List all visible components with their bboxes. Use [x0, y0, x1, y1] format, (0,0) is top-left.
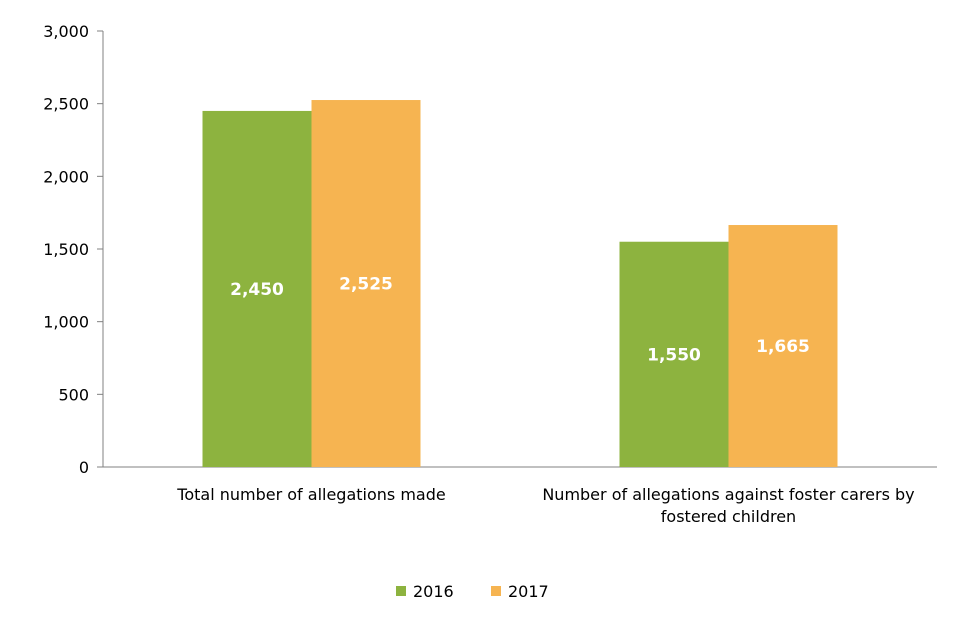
y-tick-label: 1,000: [43, 313, 89, 332]
data-label: 2,525: [339, 275, 393, 295]
y-tick-label: 500: [58, 385, 89, 404]
bar-2017-0: [311, 100, 421, 468]
bar-2016-1: [619, 241, 729, 467]
legend-swatch-2017: [491, 586, 501, 596]
y-tick-label: 2,000: [43, 167, 89, 186]
x-category-label: Total number of allegations made: [176, 485, 445, 504]
legend-label: 2016: [413, 582, 454, 601]
bar-2016-0: [202, 110, 312, 467]
data-label: 1,550: [647, 345, 701, 365]
bar-2017-1: [728, 225, 838, 467]
y-tick-label: 3,000: [43, 22, 89, 41]
x-category-label: Number of allegations against foster car…: [542, 485, 914, 504]
y-tick-label: 2,500: [43, 95, 89, 114]
data-label: 1,665: [756, 337, 810, 357]
legend-label: 2017: [508, 582, 549, 601]
y-tick-label: 1,500: [43, 240, 89, 259]
x-category-label: fostered children: [661, 507, 796, 526]
y-tick-label: 0: [79, 458, 89, 477]
legend-swatch-2016: [396, 586, 406, 596]
data-label: 2,450: [230, 280, 284, 300]
